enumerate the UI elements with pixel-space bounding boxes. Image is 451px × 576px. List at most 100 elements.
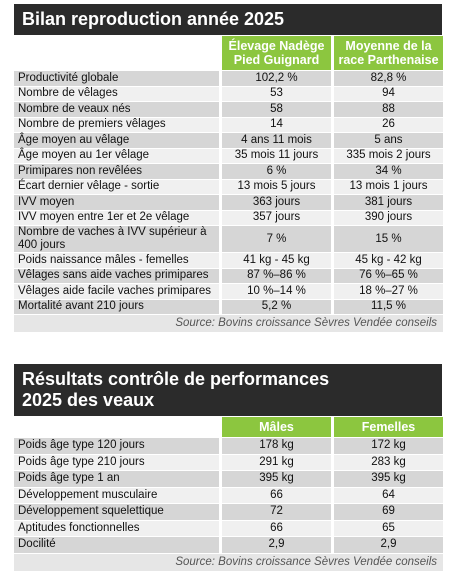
table-row: Développement squelettique 72 69 bbox=[14, 504, 443, 520]
cell-value: 390 jours bbox=[334, 210, 443, 225]
header-blank bbox=[14, 417, 219, 437]
row-label: Aptitudes fonctionnelles bbox=[14, 520, 219, 536]
table-row: Poids âge type 120 jours 178 kg 172 kg bbox=[14, 438, 443, 454]
cell-value: 15 % bbox=[334, 226, 443, 252]
cell-value: 53 bbox=[222, 86, 331, 101]
cell-value: 13 mois 1 jours bbox=[334, 179, 443, 194]
cell-value: 13 mois 5 jours bbox=[222, 179, 331, 194]
cell-value: 357 jours bbox=[222, 210, 331, 225]
table-row: Poids naissance mâles - femelles 41 kg - … bbox=[14, 253, 443, 268]
table-row: Poids âge type 210 jours 291 kg 283 kg bbox=[14, 454, 443, 470]
row-label: Âge moyen au vêlage bbox=[14, 133, 219, 148]
row-label: Nombre de veaux nés bbox=[14, 102, 219, 117]
table-row: Nombre de premiers vêlages 14 26 bbox=[14, 117, 443, 132]
column-header: Élevage Nadège Pied Guignard bbox=[222, 36, 331, 70]
cell-value: 14 bbox=[222, 117, 331, 132]
table-row: IVV moyen entre 1er et 2e vêlage 357 jour… bbox=[14, 210, 443, 225]
cell-value: 5 ans bbox=[334, 133, 443, 148]
table-title: Bilan reproduction année 2025 bbox=[14, 4, 442, 35]
cell-value: 26 bbox=[334, 117, 443, 132]
table-row: Nombre de vêlages 53 94 bbox=[14, 86, 443, 101]
cell-value: 58 bbox=[222, 102, 331, 117]
cell-value: 94 bbox=[334, 86, 443, 101]
row-label: Primipares non revêlées bbox=[14, 164, 219, 179]
table-title: Résultats contrôle de performances 2025 … bbox=[14, 364, 442, 416]
cell-value: 66 bbox=[222, 487, 331, 503]
cell-value: 35 mois 11 jours bbox=[222, 148, 331, 163]
row-label: Écart dernier vêlage - sortie bbox=[14, 179, 219, 194]
source-row: Source: Bovins croissance Sèvres Vendée … bbox=[14, 553, 443, 571]
cell-value: 2,9 bbox=[222, 537, 331, 553]
cell-value: 72 bbox=[222, 504, 331, 520]
cell-value: 18 %–27 % bbox=[334, 284, 443, 299]
cell-value: 64 bbox=[334, 487, 443, 503]
table-block: Bilan reproduction année 2025 Élevage Nad… bbox=[14, 4, 443, 333]
row-label: Mortalité avant 210 jours bbox=[14, 299, 219, 314]
cell-value: 88 bbox=[334, 102, 443, 117]
cell-value: 82,8 % bbox=[334, 71, 443, 86]
row-label: Poids âge type 120 jours bbox=[14, 438, 219, 454]
row-label: Vêlages sans aide vaches primipares bbox=[14, 268, 219, 283]
table-row: Nombre de vaches à IVV supérieur à 400 j… bbox=[14, 226, 443, 252]
source-row: Source: Bovins croissance Sèvres Vendée … bbox=[14, 315, 443, 332]
row-label: Nombre de vêlages bbox=[14, 86, 219, 101]
row-label: Développement squelettique bbox=[14, 504, 219, 520]
cell-value: 76 %–65 % bbox=[334, 268, 443, 283]
cell-value: 283 kg bbox=[334, 454, 443, 470]
cell-value: 41 kg - 45 kg bbox=[222, 253, 331, 268]
table-row: Vêlages aide facile vaches primipares 10 … bbox=[14, 284, 443, 299]
cell-value: 395 kg bbox=[222, 471, 331, 487]
cell-value: 178 kg bbox=[222, 438, 331, 454]
row-label: Âge moyen au 1er vêlage bbox=[14, 148, 219, 163]
table-block: Résultats contrôle de performances 2025 … bbox=[14, 364, 443, 572]
cell-value: 65 bbox=[334, 520, 443, 536]
column-header: Mâles bbox=[222, 417, 331, 437]
table: Élevage Nadège Pied Guignard Moyenne de l… bbox=[11, 35, 446, 333]
table-row: Productivité globale 102,2 % 82,8 % bbox=[14, 71, 443, 86]
cell-value: 10 %–14 % bbox=[222, 284, 331, 299]
table-row: Âge moyen au 1er vêlage 35 mois 11 jours 3… bbox=[14, 148, 443, 163]
cell-value: 45 kg - 42 kg bbox=[334, 253, 443, 268]
table-row: Nombre de veaux nés 58 88 bbox=[14, 102, 443, 117]
table-row: Écart dernier vêlage - sortie 13 mois 5 j… bbox=[14, 179, 443, 194]
row-label: Poids âge type 1 an bbox=[14, 471, 219, 487]
table-row: IVV moyen 363 jours 381 jours bbox=[14, 195, 443, 210]
table: Mâles Femelles Poids âge type 120 jours 178… bbox=[11, 416, 446, 572]
cell-value: 7 % bbox=[222, 226, 331, 252]
header-row: Mâles Femelles bbox=[14, 417, 443, 437]
cell-value: 102,2 % bbox=[222, 71, 331, 86]
source: Source: Bovins croissance Sèvres Vendée … bbox=[14, 553, 443, 571]
table-row: Vêlages sans aide vaches primipares 87 %–… bbox=[14, 268, 443, 283]
row-label: IVV moyen bbox=[14, 195, 219, 210]
row-label: Poids naissance mâles - femelles bbox=[14, 253, 219, 268]
cell-value: 66 bbox=[222, 520, 331, 536]
table-row: Poids âge type 1 an 395 kg 395 kg bbox=[14, 471, 443, 487]
row-label: Nombre de vaches à IVV supérieur à 400 j… bbox=[14, 226, 219, 252]
table-row: Docilité 2,9 2,9 bbox=[14, 537, 443, 553]
table-row: Primipares non revêlées 6 % 34 % bbox=[14, 164, 443, 179]
table-row: Aptitudes fonctionnelles 66 65 bbox=[14, 520, 443, 536]
cell-value: 6 % bbox=[222, 164, 331, 179]
column-header: Moyenne de la race Parthenaise bbox=[334, 36, 443, 70]
table-row: Mortalité avant 210 jours 5,2 % 11,5 % bbox=[14, 299, 443, 314]
cell-value: 381 jours bbox=[334, 195, 443, 210]
cell-value: 5,2 % bbox=[222, 299, 331, 314]
row-label: Développement musculaire bbox=[14, 487, 219, 503]
cell-value: 363 jours bbox=[222, 195, 331, 210]
cell-value: 2,9 bbox=[334, 537, 443, 553]
row-label: IVV moyen entre 1er et 2e vêlage bbox=[14, 210, 219, 225]
row-label: Productivité globale bbox=[14, 71, 219, 86]
cell-value: 291 kg bbox=[222, 454, 331, 470]
source: Source: Bovins croissance Sèvres Vendée … bbox=[14, 315, 443, 332]
header-row: Élevage Nadège Pied Guignard Moyenne de l… bbox=[14, 36, 443, 70]
header-blank bbox=[14, 36, 219, 70]
cell-value: 172 kg bbox=[334, 438, 443, 454]
table-row: Âge moyen au vêlage 4 ans 11 mois 5 ans bbox=[14, 133, 443, 148]
table-row: Développement musculaire 66 64 bbox=[14, 487, 443, 503]
cell-value: 335 mois 2 jours bbox=[334, 148, 443, 163]
row-label: Vêlages aide facile vaches primipares bbox=[14, 284, 219, 299]
cell-value: 69 bbox=[334, 504, 443, 520]
column-header: Femelles bbox=[334, 417, 443, 437]
cell-value: 11,5 % bbox=[334, 299, 443, 314]
